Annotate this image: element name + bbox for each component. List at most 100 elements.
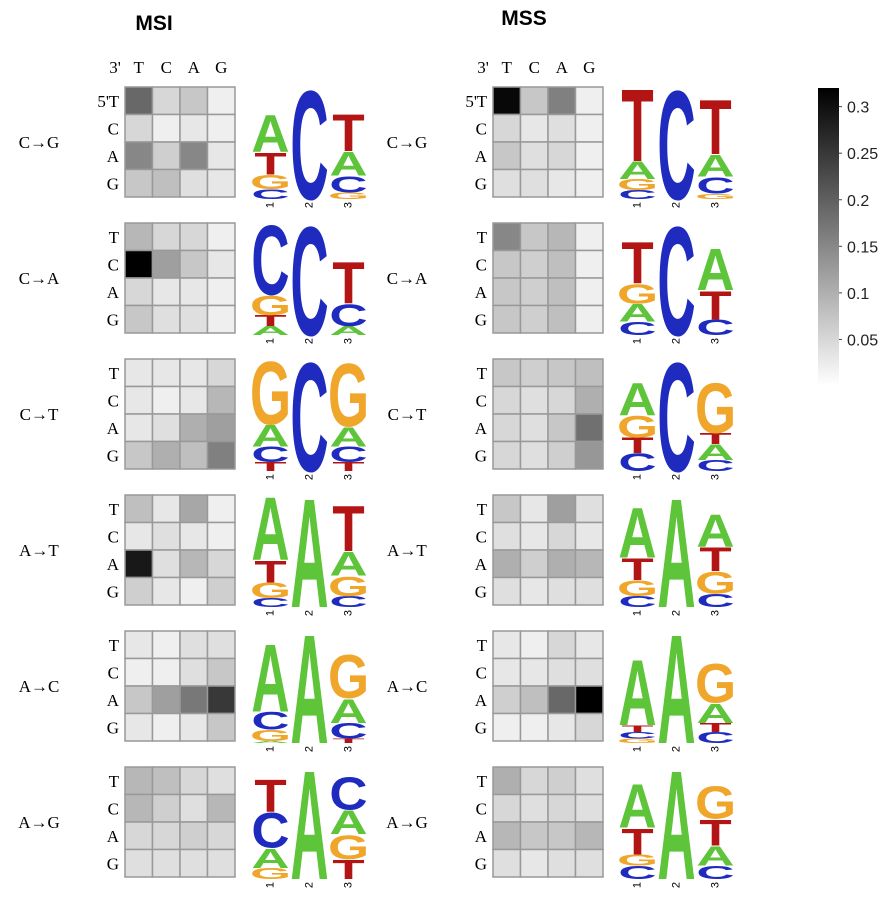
logo-letter: T xyxy=(332,104,364,163)
logo-letter: C xyxy=(329,593,367,610)
heatmap-cell xyxy=(574,222,604,252)
logo-letter: T xyxy=(621,724,653,734)
logo-letter: A xyxy=(251,419,289,453)
logo-position-label: 1 xyxy=(264,338,276,344)
logo-position-label: 2 xyxy=(303,202,315,208)
logo-position-label: 1 xyxy=(264,610,276,616)
row-label: T xyxy=(477,636,488,655)
logo-letter: A xyxy=(251,105,289,164)
row-label: T xyxy=(477,92,488,111)
logo-position-label: 2 xyxy=(303,474,315,480)
heatmap-cell xyxy=(492,113,522,143)
logo-letter: G xyxy=(695,192,736,201)
logo-letter: A xyxy=(618,373,656,425)
heatmap-cell xyxy=(151,766,181,796)
heatmap-cell xyxy=(179,685,209,715)
logo-letter: C xyxy=(696,457,734,474)
heatmap-cell xyxy=(124,277,154,307)
heatmap-cell xyxy=(574,494,604,524)
logo-letter: C xyxy=(329,442,367,467)
row-label: C xyxy=(108,119,119,138)
logo-letter: C xyxy=(618,730,656,740)
heatmap-cell xyxy=(492,549,522,579)
heatmap-cell xyxy=(151,549,181,579)
heatmap-cell xyxy=(574,113,604,143)
row-label: G xyxy=(475,582,487,601)
heatmap-cell xyxy=(547,521,577,551)
logo-letter: G xyxy=(328,829,369,867)
heatmap-cell xyxy=(519,630,549,660)
row-label: C xyxy=(108,527,119,546)
logo-position-label: 2 xyxy=(670,202,682,208)
logo-letter: G xyxy=(328,643,369,712)
logo-letter: G xyxy=(617,176,658,193)
col-end-label: 3' xyxy=(477,58,489,77)
logo-letter: A xyxy=(329,546,367,584)
row-label: T xyxy=(109,500,120,519)
logo-letter: G xyxy=(617,278,658,309)
heatmap-cell xyxy=(151,793,181,823)
row-label: A xyxy=(107,283,120,302)
row-label: G xyxy=(107,446,119,465)
logo-letter: A xyxy=(329,804,367,842)
row-label: T xyxy=(477,228,488,247)
heatmap-cell xyxy=(151,141,181,171)
logo-letter: C xyxy=(251,707,289,735)
heatmap-cell xyxy=(206,440,236,470)
logo-letter: T xyxy=(621,821,653,863)
heatmap-cell xyxy=(206,358,236,388)
mutation-label: C→T xyxy=(388,405,427,424)
heatmap-cell xyxy=(206,712,236,742)
logo-position-label: 1 xyxy=(631,610,643,616)
heatmap-cell xyxy=(206,549,236,579)
heatmap-cell xyxy=(206,494,236,524)
heatmap-cell xyxy=(179,521,209,551)
row-label: C xyxy=(476,391,487,410)
heatmap-cell xyxy=(206,848,236,878)
heatmap-cell xyxy=(492,848,522,878)
heatmap-cell xyxy=(206,304,236,334)
heatmap-cell xyxy=(574,168,604,198)
row-label: C xyxy=(476,255,487,274)
heatmap-cell xyxy=(206,141,236,171)
heatmap-cell xyxy=(151,358,181,388)
column-label: G xyxy=(583,58,595,77)
msi-title: MSI xyxy=(135,12,172,35)
row-label: G xyxy=(475,310,487,329)
heatmap-cell xyxy=(179,249,209,279)
heatmap-cell xyxy=(124,848,154,878)
heatmap-cell xyxy=(519,576,549,606)
mutation-label: A→G xyxy=(386,813,428,832)
logo-position-label: 3 xyxy=(709,882,721,888)
heatmap-cell xyxy=(492,821,522,851)
row-end-label: 5' xyxy=(97,92,109,111)
mss-title: MSS xyxy=(501,7,547,30)
column-label: G xyxy=(215,58,227,77)
logo-position-label: 2 xyxy=(670,882,682,888)
row-label: A xyxy=(475,419,488,438)
heatmap-cell xyxy=(492,793,522,823)
row-label: C xyxy=(476,119,487,138)
heatmap-cell xyxy=(151,821,181,851)
logo-letter: A xyxy=(618,772,656,841)
mutation-label: C→T xyxy=(20,405,59,424)
logo-position-label: 3 xyxy=(342,474,354,480)
heatmap-cell xyxy=(547,168,577,198)
heatmap-cell xyxy=(519,793,549,823)
logo-letter: A xyxy=(251,740,289,744)
heatmap-cell xyxy=(519,521,549,551)
logo-letter: C xyxy=(329,719,367,744)
mutation-label: C→A xyxy=(387,269,428,288)
row-label: A xyxy=(107,691,120,710)
logo-position-label: 2 xyxy=(303,610,315,616)
row-end-label: 5' xyxy=(465,92,477,111)
row-label: G xyxy=(475,718,487,737)
heatmap-cell xyxy=(492,712,522,742)
heatmap-cell xyxy=(179,168,209,198)
logo-letter: T xyxy=(699,812,731,854)
heatmap-cell xyxy=(179,385,209,415)
heatmap-cell xyxy=(206,385,236,415)
col-end-label: 3' xyxy=(109,58,121,77)
logo-letter: G xyxy=(250,171,291,193)
heatmap-cell xyxy=(574,304,604,334)
